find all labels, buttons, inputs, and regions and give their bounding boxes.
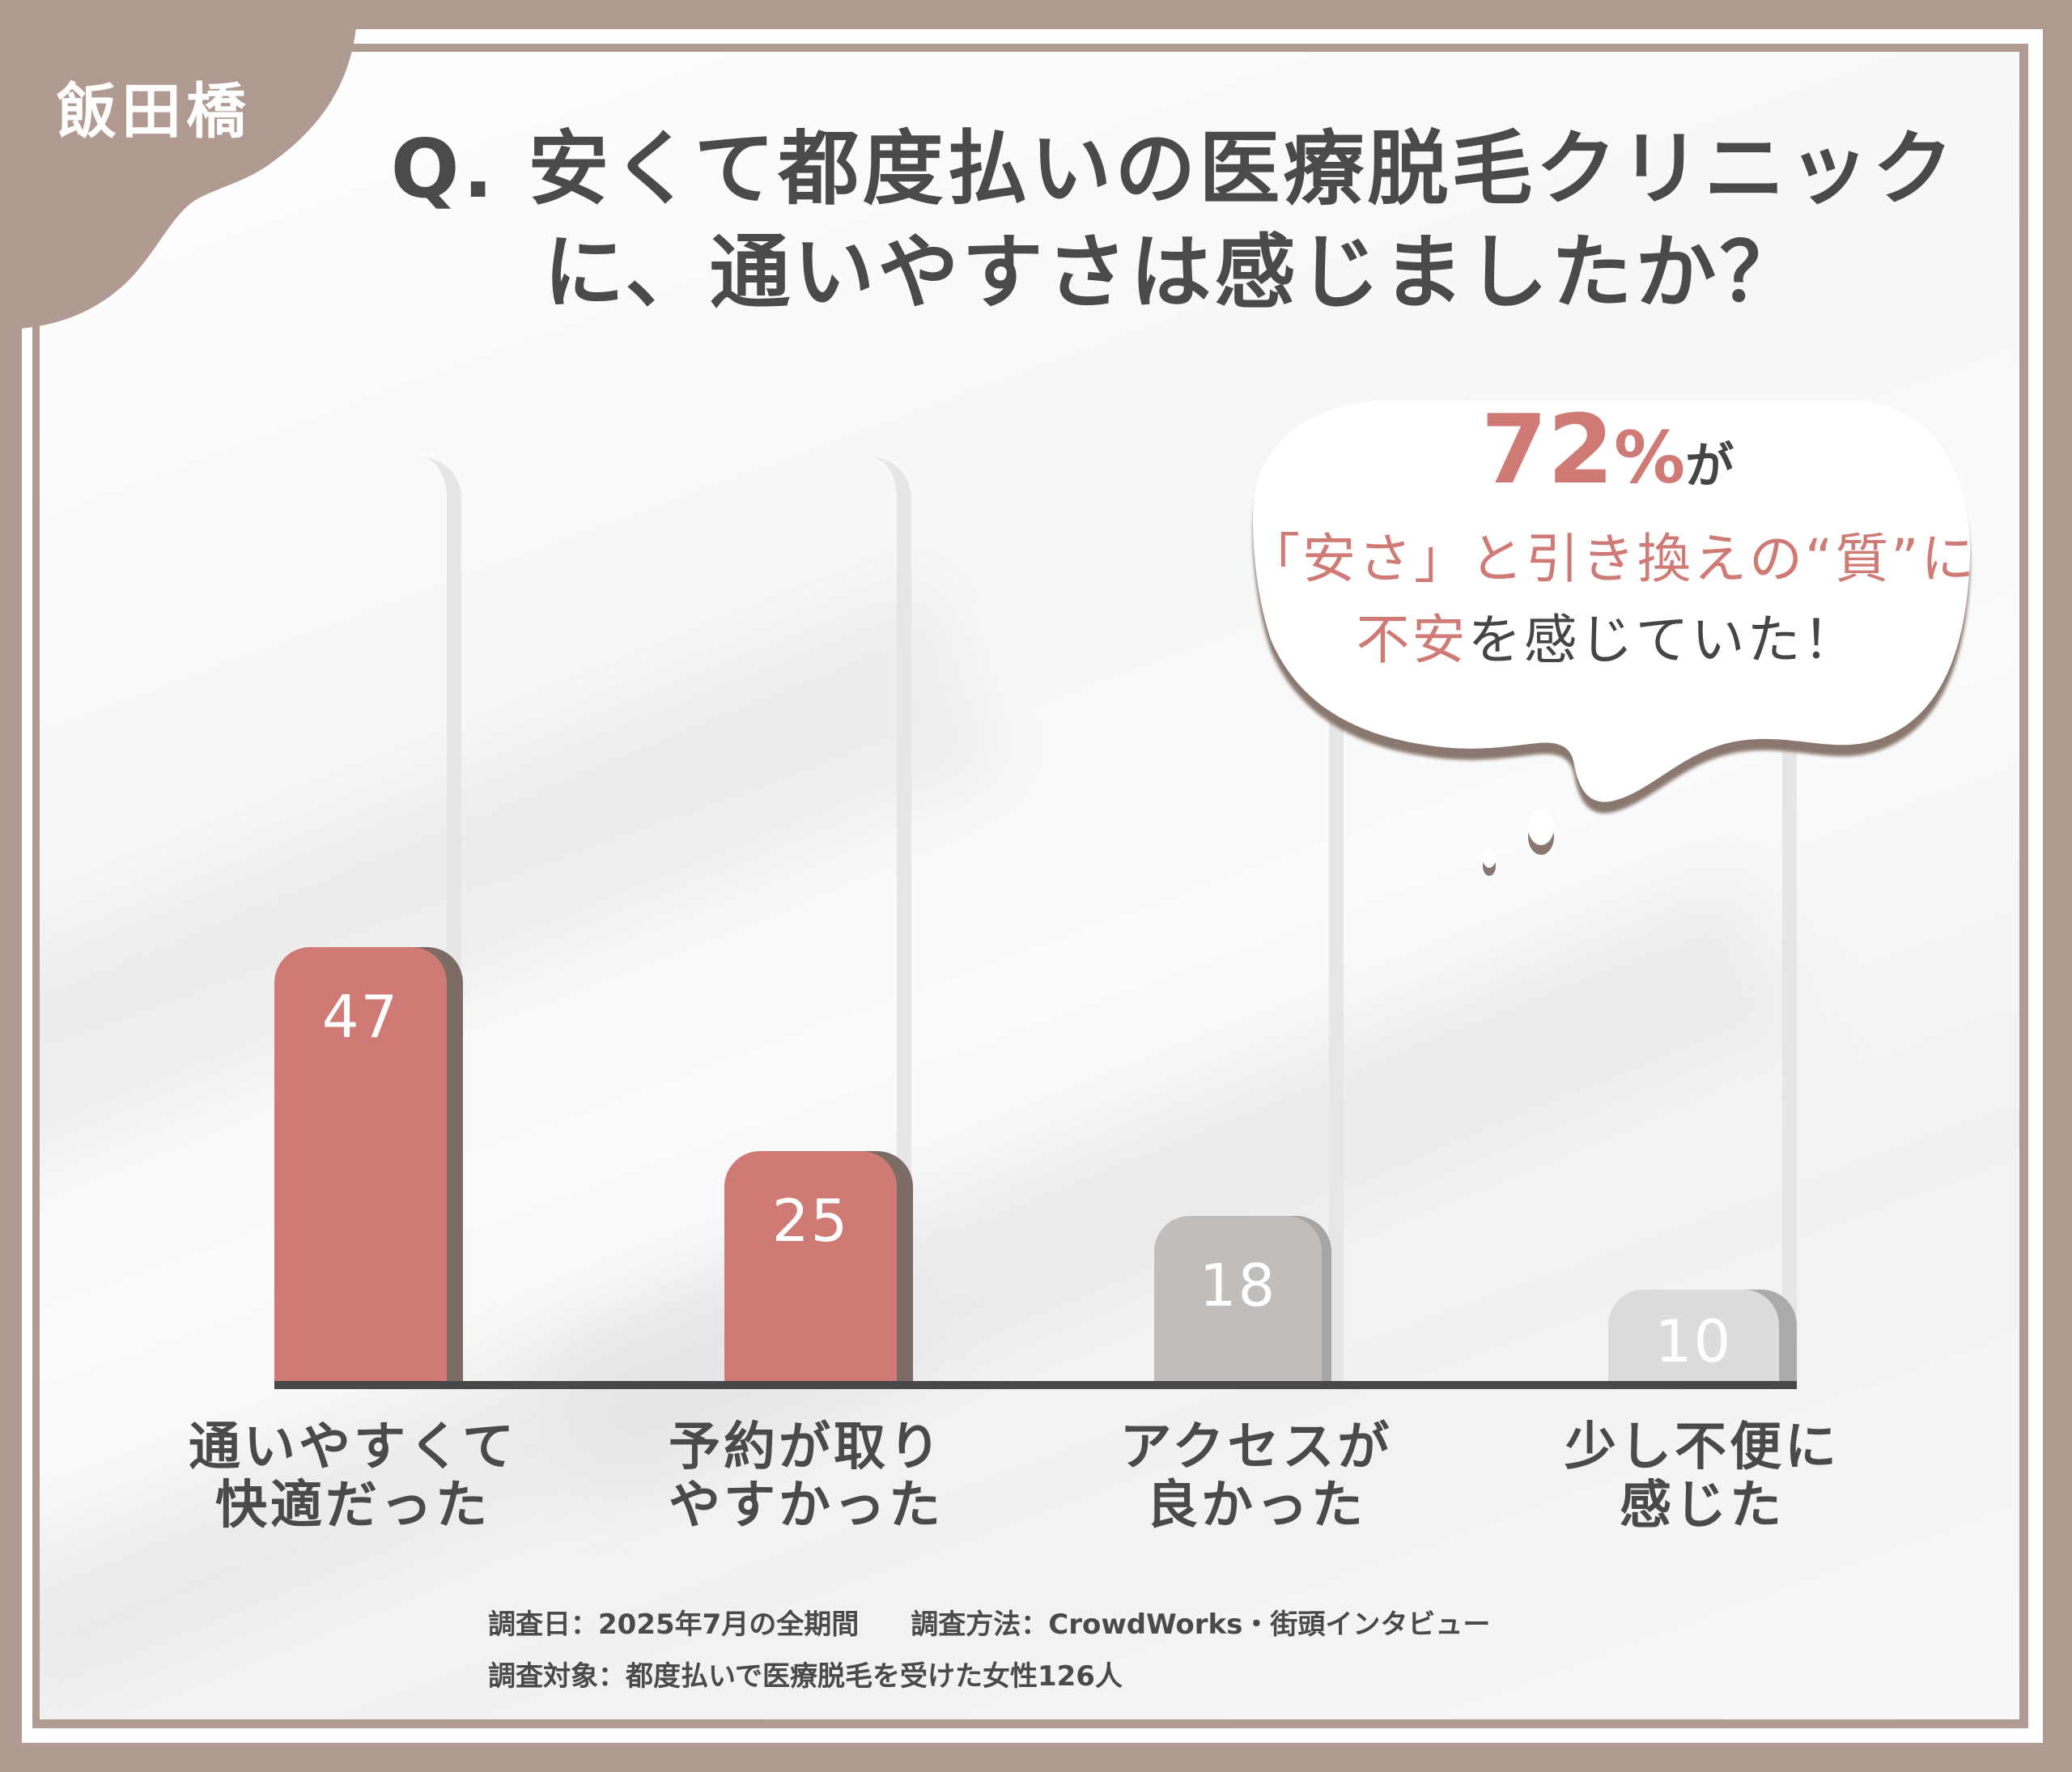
label-line: アクセスが bbox=[1119, 1417, 1393, 1477]
quote-open: 「 bbox=[1246, 528, 1302, 590]
bar-1: 47 bbox=[274, 947, 463, 1381]
callout-text: 72%が 「安さ」と引き換えの“質”に 不安を感じていた！ bbox=[1246, 397, 1974, 681]
bar-value: 47 bbox=[321, 983, 400, 1051]
quote-close: 」 bbox=[1414, 528, 1470, 590]
bar-face bbox=[1608, 1290, 1779, 1381]
dquote-open: “ bbox=[1805, 528, 1836, 590]
bar-3: 18 bbox=[1154, 1216, 1331, 1381]
bar-track-2 bbox=[871, 457, 911, 1381]
bar-face bbox=[724, 1151, 897, 1381]
quality-word: 質 bbox=[1835, 528, 1892, 590]
label-line: 良かった bbox=[1146, 1476, 1366, 1536]
callout-particle: が bbox=[1685, 438, 1734, 495]
callout-text-segment: を感じていた！ bbox=[1467, 609, 1859, 671]
category-label-3: アクセスが 良かった bbox=[1086, 1418, 1426, 1535]
bar-face bbox=[1154, 1216, 1322, 1381]
callout-line-3: 不安を感じていた！ bbox=[1246, 600, 1968, 681]
survey-target: 調査対象：都度払いで医療脱毛を受けた女性126人 bbox=[488, 1660, 1123, 1693]
callout-percent: 72 bbox=[1480, 393, 1615, 505]
category-label-4: 少し不便に 感じた bbox=[1532, 1418, 1872, 1535]
bar-value: 25 bbox=[771, 1187, 850, 1255]
title-line-1: Q. 安くて都度払いの医療脱毛クリニック bbox=[390, 121, 1957, 216]
survey-date: 調査日：2025年7月の全期間 bbox=[488, 1608, 860, 1641]
survey-footnote: 調査日：2025年7月の全期間 調査方法：CrowdWorks・街頭インタビュー … bbox=[488, 1599, 1490, 1702]
x-axis-baseline bbox=[274, 1381, 1797, 1389]
callout-text-segment: に bbox=[1921, 528, 1977, 590]
station-label: 飯田橋 bbox=[57, 77, 251, 147]
thought-bubble bbox=[1253, 401, 1971, 876]
category-label-1: 通いやすくて 快適だった bbox=[183, 1418, 523, 1535]
quoted-word: 安さ bbox=[1302, 528, 1414, 590]
bar-face bbox=[274, 947, 447, 1381]
corner-blob-shape bbox=[0, 0, 409, 332]
callout-headline: 72%が bbox=[1246, 397, 1968, 519]
chart-canvas bbox=[40, 52, 2019, 1719]
callout-line-2: 「安さ」と引き換えの“質”に bbox=[1246, 519, 1974, 600]
bar-2: 25 bbox=[724, 1151, 913, 1381]
page-title: Q. 安くて都度払いの医療脱毛クリニック に、通いやすさは感じましたか？ bbox=[324, 117, 2023, 325]
bar-value: 18 bbox=[1199, 1251, 1277, 1319]
label-line: 快適だった bbox=[215, 1476, 490, 1536]
percent-sign: % bbox=[1614, 416, 1686, 499]
category-label-2: 予約が取り やすかった bbox=[636, 1418, 976, 1535]
label-line: 感じた bbox=[1620, 1476, 1785, 1536]
callout-text-segment: と引き換えの bbox=[1470, 528, 1805, 590]
survey-method: 調査方法：CrowdWorks・街頭インタビュー bbox=[911, 1608, 1491, 1641]
bar-value: 10 bbox=[1654, 1307, 1733, 1375]
dquote-close: ” bbox=[1891, 528, 1921, 590]
label-line: やすかった bbox=[669, 1476, 944, 1536]
label-line: 予約が取り bbox=[669, 1417, 944, 1477]
label-line: 通いやすくて bbox=[188, 1417, 518, 1477]
bar-4: 10 bbox=[1608, 1290, 1797, 1381]
label-line: 少し不便に bbox=[1565, 1417, 1840, 1477]
anxiety-word: 不安 bbox=[1356, 609, 1468, 671]
title-line-2: に、通いやすさは感じましたか？ bbox=[543, 225, 1804, 320]
